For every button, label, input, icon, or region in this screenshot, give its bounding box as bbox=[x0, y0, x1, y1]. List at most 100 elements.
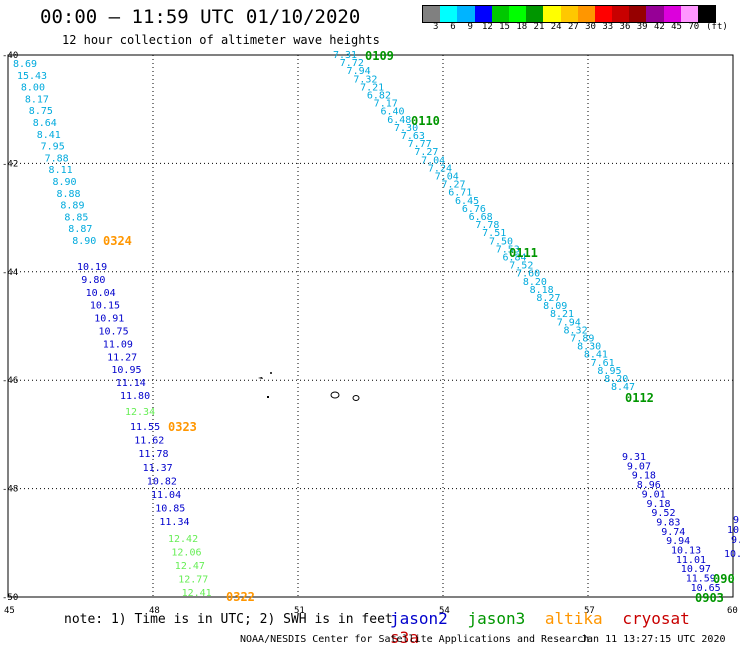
x-tick-label: 60 bbox=[727, 606, 738, 616]
swh-value: 11.27 bbox=[107, 352, 137, 363]
colorbar-swatch bbox=[543, 6, 561, 22]
map-subtitle: 12 hour collection of altimeter wave hei… bbox=[62, 33, 380, 47]
x-tick-label: 48 bbox=[149, 606, 160, 616]
y-tick-label: -44 bbox=[2, 268, 18, 278]
swh-value: 9.01 bbox=[642, 489, 666, 500]
colorbar-tick: 6 bbox=[450, 22, 456, 32]
swh-value: 12.47 bbox=[175, 561, 205, 572]
colorbar-swatch bbox=[491, 6, 509, 22]
pass-label: 0111 bbox=[509, 246, 538, 260]
swh-value: 8.89 bbox=[60, 201, 84, 212]
swh-value: 6.82 bbox=[367, 91, 391, 102]
colorbar-swatch bbox=[457, 6, 475, 22]
pass-labels: 0109 0110 0111 0112 0324 0323 0322 0903 090 bbox=[103, 49, 735, 605]
swh-value: 10. bbox=[724, 549, 740, 560]
legend-altika: altika bbox=[544, 609, 603, 628]
swh-value: 10.15 bbox=[90, 301, 120, 312]
swh-value: 11.37 bbox=[143, 463, 173, 474]
swh-value: 8.00 bbox=[21, 83, 45, 94]
swh-value: 9. bbox=[733, 515, 740, 526]
legend-cryosat: cryosat bbox=[622, 609, 690, 628]
x-tick-label: 45 bbox=[4, 606, 15, 616]
pass-label: 0322 bbox=[226, 590, 255, 604]
colorbar-tick: 9 bbox=[467, 22, 473, 32]
swh-value: 7.61 bbox=[591, 358, 615, 369]
island bbox=[258, 377, 263, 379]
map-note: note: 1) Time is in UTC; 2) SWH is in fe… bbox=[64, 612, 393, 627]
legend-s3a: s3a bbox=[390, 628, 419, 647]
swh-value: 7.89 bbox=[570, 334, 594, 345]
swh-value: 8.69 bbox=[13, 59, 37, 70]
colorbar-swatch bbox=[508, 6, 527, 22]
colorbar-swatch bbox=[594, 6, 613, 22]
map-title: 00:00 – 11:59 UTC 01/10/2020 bbox=[40, 6, 361, 28]
swh-value: 10.65 bbox=[691, 583, 721, 594]
swh-value: 7.77 bbox=[408, 139, 432, 150]
swh-value: 8.41 bbox=[37, 130, 61, 141]
swh-value: 7.95 bbox=[41, 142, 65, 153]
swh-value: 12.34 bbox=[125, 407, 155, 418]
colorbar-swatch bbox=[663, 6, 681, 22]
swh-value: 6.48 bbox=[387, 115, 411, 126]
colorbar-swatch bbox=[440, 6, 458, 22]
swh-value: 8.85 bbox=[64, 212, 88, 223]
colorbar-tick: 18 bbox=[516, 22, 528, 32]
swh-value: 12.41 bbox=[182, 588, 212, 599]
colorbar-swatch bbox=[577, 6, 595, 22]
swh-value: 7.17 bbox=[374, 99, 398, 110]
swh-value: 7.94 bbox=[557, 317, 581, 328]
swh-value: 9.83 bbox=[656, 517, 680, 528]
x-tick-label: 57 bbox=[584, 606, 595, 616]
island bbox=[270, 372, 272, 374]
island bbox=[267, 396, 269, 398]
swh-value: 10.95 bbox=[111, 365, 141, 376]
map-frame bbox=[7, 54, 734, 598]
colorbar-tick: (ft) bbox=[706, 22, 728, 32]
swh-value: 11.78 bbox=[138, 449, 168, 460]
legend-jason3: jason3 bbox=[467, 609, 526, 628]
colorbar-swatch bbox=[612, 6, 630, 22]
swh-value: 8.20 bbox=[604, 374, 628, 385]
swh-value: 8.95 bbox=[597, 366, 621, 377]
swh-value: 11.34 bbox=[159, 517, 189, 528]
swh-value: 10.97 bbox=[681, 564, 711, 575]
swh-value: 6.40 bbox=[380, 107, 404, 118]
satellite-legend: jason2 jason3 altika cryosat s3a bbox=[390, 609, 740, 647]
y-tick-label: -50 bbox=[2, 593, 18, 603]
colorbar-swatch bbox=[423, 6, 441, 22]
island bbox=[330, 391, 340, 399]
swh-value: 6.45 bbox=[455, 196, 479, 207]
swh-value: 7.24 bbox=[428, 163, 452, 174]
swh-value: 8.20 bbox=[523, 277, 547, 288]
swh-value: 9.31 bbox=[622, 452, 646, 463]
colorbar-tick: 15 bbox=[499, 22, 510, 32]
map-grid bbox=[7, 54, 734, 598]
colorbar-tick: 12 bbox=[481, 22, 493, 32]
swh-value: 7.32 bbox=[353, 74, 377, 85]
swh-value: 8.27 bbox=[536, 293, 560, 304]
swh-value: 7.04 bbox=[435, 172, 459, 183]
swh-value: 10.13 bbox=[671, 546, 701, 557]
pass-label: 0903 bbox=[695, 591, 724, 605]
swh-value: 8.30 bbox=[577, 342, 601, 353]
swh-value: 9.07 bbox=[627, 461, 651, 472]
y-tick-label: -48 bbox=[2, 485, 18, 495]
colorbar-tick: 42 bbox=[653, 22, 665, 32]
swh-value: 7.21 bbox=[360, 82, 384, 93]
pass-label: 0109 bbox=[365, 49, 394, 63]
swh-value: 10.82 bbox=[147, 476, 177, 487]
colorbar-swatch bbox=[526, 6, 544, 22]
colorbar-tick: 36 bbox=[619, 22, 631, 32]
swh-value: 10.19 bbox=[77, 262, 107, 273]
pass-label: 090 bbox=[713, 572, 735, 586]
swh-value: 10. bbox=[727, 525, 740, 536]
swh-value: 7.78 bbox=[475, 220, 499, 231]
swh-value: 7.27 bbox=[414, 147, 438, 158]
swh-value: 9.52 bbox=[651, 508, 675, 519]
wave-height-colorbar bbox=[422, 5, 717, 23]
colorbar-swatch bbox=[646, 6, 664, 22]
swh-value: 9.74 bbox=[661, 527, 685, 538]
swh-value: 8.11 bbox=[49, 165, 73, 176]
swh-value: 6.71 bbox=[448, 188, 472, 199]
colorbar-ticks: 3 6 9 12 15 18 21 24 27 30 33 36 39 42 45 70 (ft) bbox=[422, 22, 740, 34]
